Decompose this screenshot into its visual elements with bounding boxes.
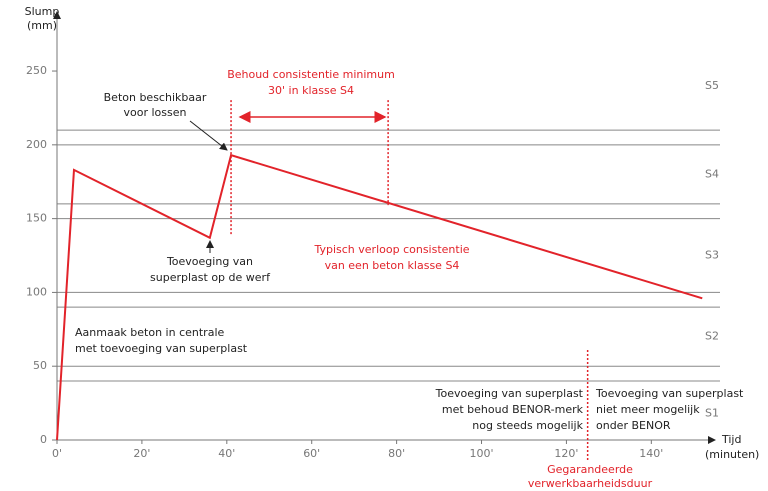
x-tick-label: 120' xyxy=(554,447,578,460)
annotation: Behoud consistentie minimum xyxy=(227,68,395,81)
annotation: niet meer mogelijk xyxy=(596,403,700,416)
x-tick-label: 40' xyxy=(218,447,235,460)
annotation: onder BENOR xyxy=(596,419,671,432)
y-label: Slump xyxy=(25,5,60,18)
annotation: voor lossen xyxy=(124,106,187,119)
y-tick-label: 200 xyxy=(26,138,47,151)
annotation: met toevoeging van superplast xyxy=(75,342,248,355)
x-tick-label: 140' xyxy=(639,447,663,460)
annotation: Typisch verloop consistentie xyxy=(313,243,469,256)
annotation: 30' in klasse S4 xyxy=(268,84,354,97)
annotation: Toevoeging van superplast xyxy=(435,387,584,400)
annotation: van een beton klasse S4 xyxy=(325,259,460,272)
x-tick-label: 60' xyxy=(303,447,320,460)
x-tick-label: 0' xyxy=(52,447,62,460)
annotation: nog steeds mogelijk xyxy=(472,419,583,432)
y-tick-label: 250 xyxy=(26,64,47,77)
y-tick-label: 50 xyxy=(33,359,47,372)
arrow xyxy=(189,120,228,151)
x-tick-label: 80' xyxy=(388,447,405,460)
y-tick-label: 100 xyxy=(26,285,47,298)
x-label: (minuten) xyxy=(705,448,759,461)
x-tick-label: 100' xyxy=(470,447,494,460)
class-label: S2 xyxy=(705,330,719,343)
y-label: (mm) xyxy=(27,19,57,32)
data-line xyxy=(56,153,703,441)
annotation: verwerkbaarheidsduur xyxy=(528,477,653,490)
annotation: superplast op de werf xyxy=(150,271,271,284)
annotation: Gegarandeerde xyxy=(547,463,633,476)
annotation: met behoud BENOR-merk xyxy=(442,403,584,416)
class-label: S4 xyxy=(705,167,719,180)
class-label: S5 xyxy=(705,79,719,92)
annotation: Toevoeging van xyxy=(166,255,253,268)
class-label: S1 xyxy=(705,406,719,419)
y-tick-label: 150 xyxy=(26,212,47,225)
annotation: Toevoeging van superplast xyxy=(595,387,744,400)
y-tick-label: 0 xyxy=(40,433,47,446)
annotation: Aanmaak beton in centrale xyxy=(75,326,225,339)
x-tick-label: 20' xyxy=(133,447,150,460)
class-label: S3 xyxy=(705,249,719,262)
x-label: Tijd xyxy=(721,433,741,446)
annotation: Beton beschikbaar xyxy=(104,91,207,104)
